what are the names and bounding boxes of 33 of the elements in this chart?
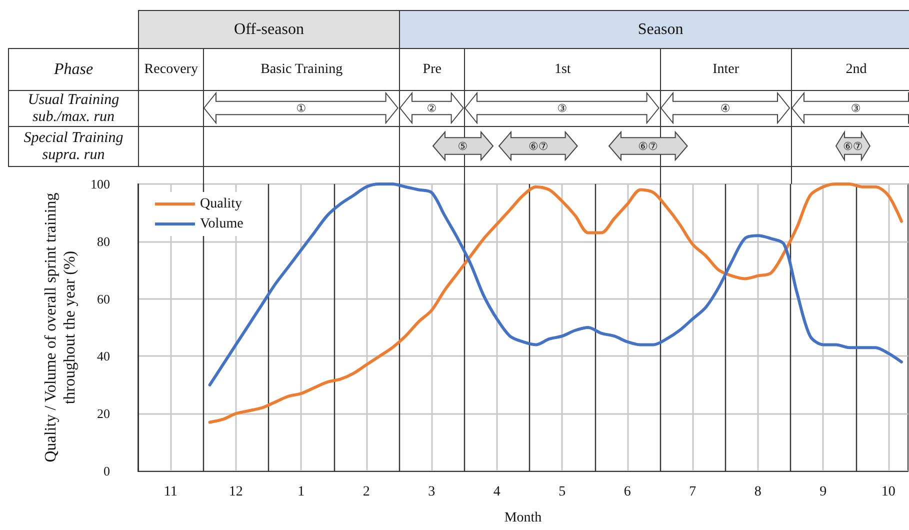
- x-tick-label: 8: [754, 484, 762, 500]
- text: 2nd: [790, 48, 909, 91]
- x-tick-label: 11: [164, 484, 178, 500]
- text: Off-season: [138, 10, 400, 49]
- x-tick-label: 12: [228, 484, 243, 500]
- y-tick-label: 100: [90, 176, 110, 192]
- y-tick-label: 20: [97, 406, 110, 422]
- text: Season: [399, 10, 909, 49]
- text: Usual Training sub./max. run: [26, 90, 120, 126]
- text: Phase: [52, 60, 94, 80]
- x-tick-label: 4: [493, 484, 500, 500]
- legend-label: Volume: [200, 216, 244, 232]
- x-tick-label: 10: [881, 484, 896, 500]
- text: Recovery: [138, 48, 204, 91]
- y-tick-label: 60: [97, 291, 110, 306]
- x-tick-label: 9: [820, 484, 827, 500]
- text: 1st: [464, 48, 662, 91]
- text: Basic Training: [203, 48, 400, 91]
- y-axis-title: Quality / Volume of overall sprint training throughout the year (%): [42, 192, 79, 462]
- x-tick-label: 2: [362, 484, 370, 500]
- text: Inter: [660, 48, 792, 91]
- text: Pre: [399, 48, 466, 91]
- legend-label: Quality: [200, 196, 242, 212]
- y-tick-label: 80: [97, 234, 110, 249]
- x-tick-label: 7: [689, 484, 696, 500]
- y-tick-label: 0: [104, 464, 110, 478]
- text: Special Training supra. run: [22, 128, 124, 164]
- y-tick-label: 40: [97, 348, 110, 364]
- x-tick-label: 5: [558, 484, 566, 500]
- x-tick-label: 3: [428, 484, 436, 500]
- x-axis-title: Month: [504, 510, 542, 526]
- x-tick-label: 6: [624, 484, 631, 500]
- x-tick-label: 1: [298, 484, 305, 500]
